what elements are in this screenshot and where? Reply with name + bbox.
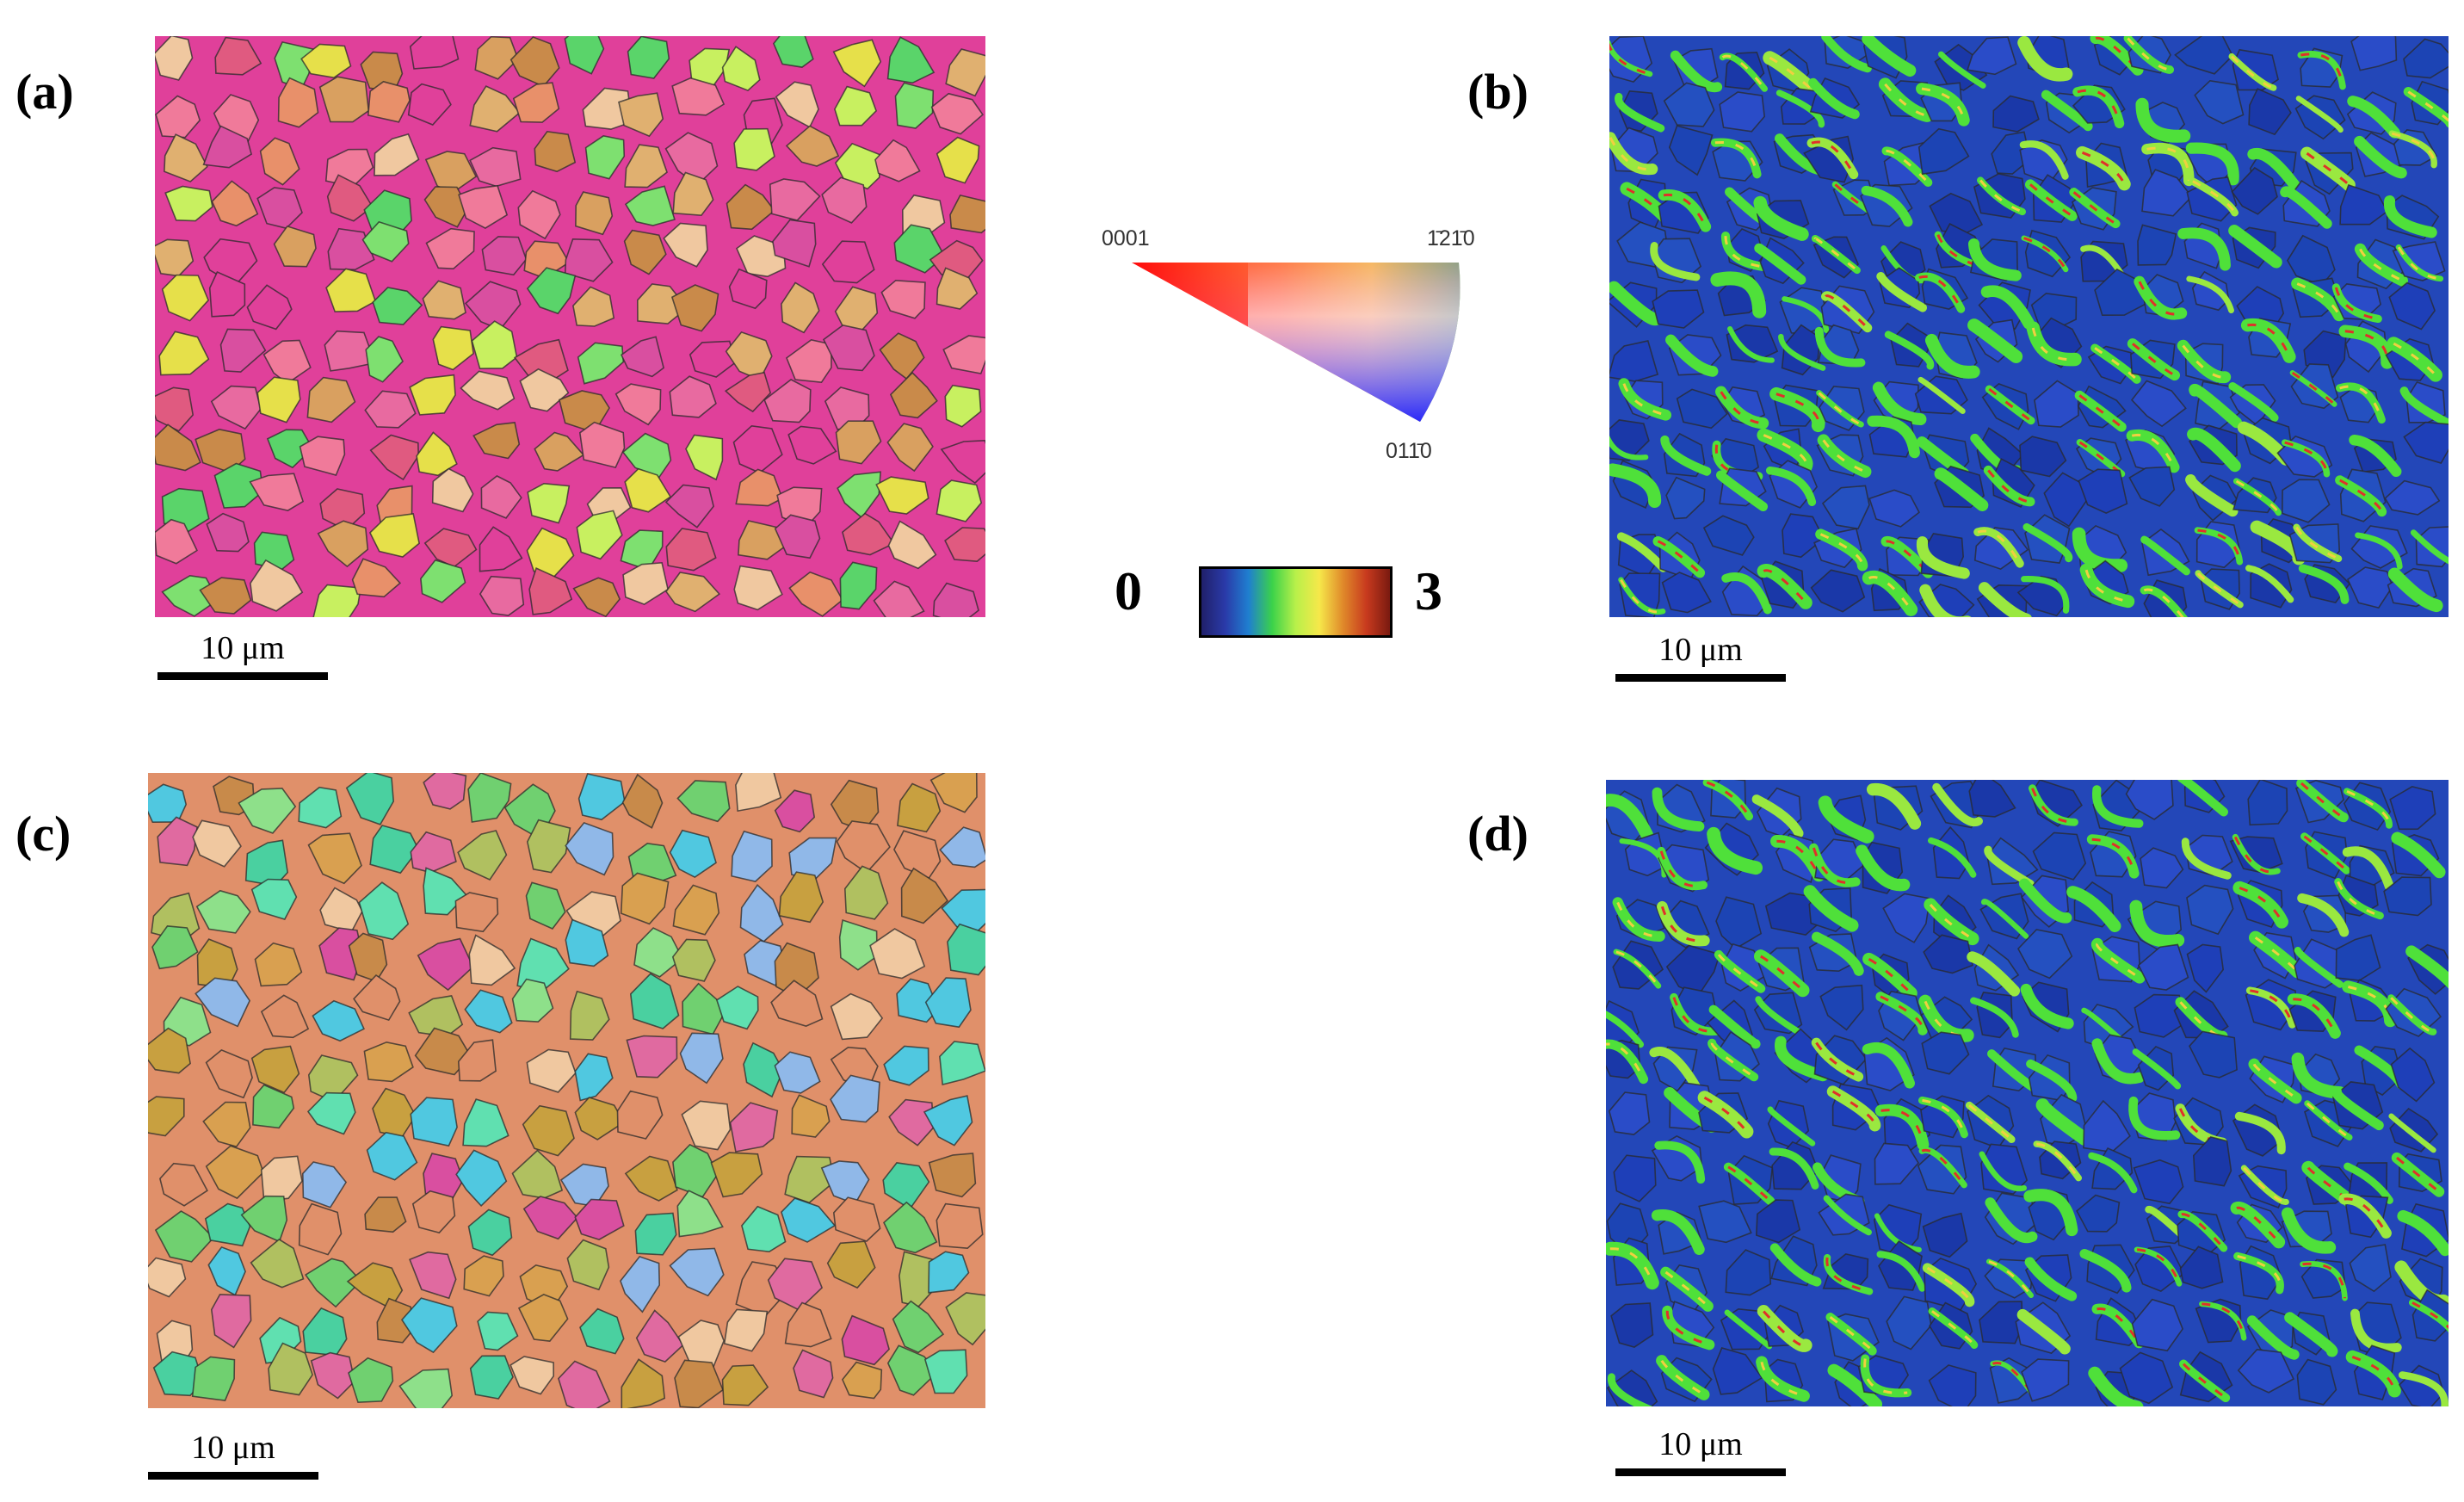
scale-bar-d: 10 μm <box>1615 1428 1786 1476</box>
scale-bar-d-line <box>1615 1468 1786 1476</box>
scale-bar-a: 10 μm <box>157 632 328 680</box>
kam-map-b-svg <box>1609 36 2449 617</box>
panel-label-a: (a) <box>15 64 74 120</box>
ipf-map-c <box>148 773 985 1408</box>
scale-bar-a-label: 10 μm <box>201 630 285 666</box>
scale-bar-d-label: 10 μm <box>1658 1426 1743 1462</box>
ipf-map-c-svg <box>148 773 985 1408</box>
ipf-label-1210: 1̄21̄0 <box>1427 226 1475 250</box>
scale-bar-a-line <box>157 672 328 680</box>
ipf-triangle <box>1132 263 1460 422</box>
kam-scale-min: 0 <box>1115 560 1142 621</box>
panel-label-c: (c) <box>15 806 71 862</box>
ipf-map-a-svg <box>155 36 985 617</box>
scale-bar-c-label: 10 μm <box>191 1430 275 1466</box>
panel-label-b: (b) <box>1467 64 1528 120</box>
kam-scale-max: 3 <box>1415 560 1442 621</box>
scale-bar-b-label: 10 μm <box>1658 632 1743 668</box>
kam-map-d <box>1606 780 2449 1406</box>
scale-bar-c: 10 μm <box>148 1431 318 1480</box>
scale-bar-b: 10 μm <box>1615 634 1786 682</box>
scale-bar-b-line <box>1615 674 1786 682</box>
kam-colorbar <box>1199 566 1393 638</box>
kam-map-d-svg <box>1606 780 2449 1406</box>
panel-label-d: (d) <box>1467 806 1528 862</box>
ipf-label-0001: 0001 <box>1102 226 1150 250</box>
kam-map-b <box>1609 36 2449 617</box>
scale-bar-c-line <box>148 1472 318 1480</box>
ipf-color-key: 0001 1̄21̄0 011̄0 <box>1102 215 1480 473</box>
ipf-label-0110: 011̄0 <box>1386 439 1432 463</box>
ipf-map-a <box>155 36 985 617</box>
